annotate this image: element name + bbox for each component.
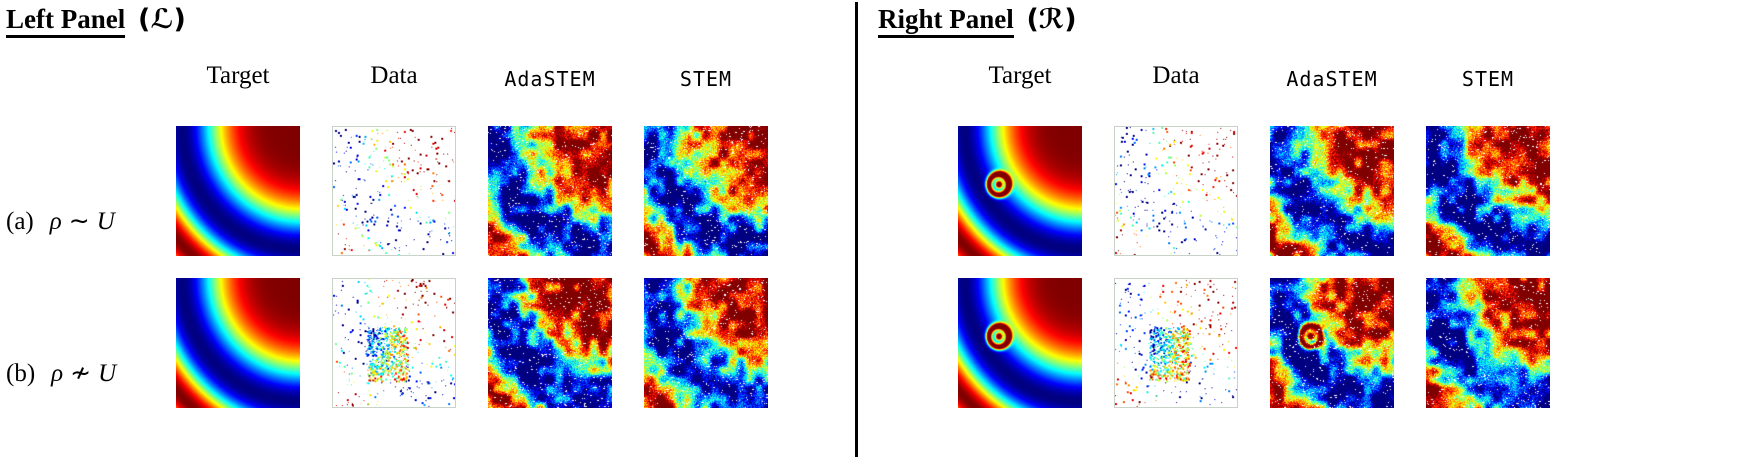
heatmap-left-a-target (176, 126, 300, 256)
row-label-a-relation: ∼ (68, 206, 90, 235)
heatmap-left-a-adastem (488, 126, 612, 256)
right-panel-grid: Target Data AdaSTEM STEM (878, 62, 1550, 408)
right-col-header-adastem: AdaSTEM (1286, 67, 1378, 91)
right-col-header-data: Data (1152, 62, 1200, 89)
left-col-header-data: Data (370, 62, 418, 89)
heatmap-right-a-data (1114, 126, 1238, 256)
row-label-b-rho: ρ (51, 360, 64, 387)
left-panel: Left Panel (ℒ) Target Data AdaSTEM STEM … (6, 4, 768, 408)
left-col-header-adastem: AdaSTEM (504, 67, 596, 91)
heatmap-left-b-adastem (488, 278, 612, 408)
heatmap-left-b-data (332, 278, 456, 408)
row-label-a-set: U (96, 208, 115, 235)
right-panel-title: Right Panel (ℛ) (878, 4, 1550, 62)
row-label-a: (a) ρ ∼ U (6, 206, 144, 236)
row-label-b-set: U (98, 360, 117, 387)
left-col-header-target: Target (206, 62, 270, 89)
row-label-b-relation: ≁ (70, 358, 92, 387)
heatmap-right-b-adastem (1270, 278, 1394, 408)
heatmap-right-a-target (958, 126, 1082, 256)
right-col-header-stem: STEM (1461, 67, 1515, 91)
left-col-header-stem: STEM (679, 67, 733, 91)
left-panel-title-symbol: (ℒ) (137, 4, 186, 35)
right-panel-title-text: Right Panel (878, 4, 1014, 38)
heatmap-left-b-target (176, 278, 300, 408)
row-label-a-rho: ρ (49, 208, 62, 235)
heatmap-right-b-data (1114, 278, 1238, 408)
left-panel-title-text: Left Panel (6, 4, 126, 38)
right-header-spacer (878, 62, 926, 104)
heatmap-right-a-stem (1426, 126, 1550, 256)
heatmap-right-a-adastem (1270, 126, 1394, 256)
left-panel-grid: Target Data AdaSTEM STEM (a) ρ ∼ U (b) ρ ≁ U (6, 62, 768, 408)
row-label-a-prefix: (a) (6, 208, 34, 235)
left-panel-title: Left Panel (ℒ) (6, 4, 768, 62)
heatmap-left-a-data (332, 126, 456, 256)
row-label-b: (b) ρ ≁ U (6, 358, 144, 388)
right-panel: Right Panel (ℛ) Target Data AdaSTEM STEM (878, 4, 1550, 408)
panel-divider-line (855, 2, 858, 457)
heatmap-left-b-stem (644, 278, 768, 408)
row-label-b-prefix: (b) (6, 360, 36, 387)
right-panel-title-symbol: (ℛ) (1026, 4, 1077, 35)
right-col-header-target: Target (988, 62, 1052, 89)
heatmap-left-a-stem (644, 126, 768, 256)
heatmap-right-b-stem (1426, 278, 1550, 408)
heatmap-right-b-target (958, 278, 1082, 408)
left-header-spacer (6, 62, 144, 104)
